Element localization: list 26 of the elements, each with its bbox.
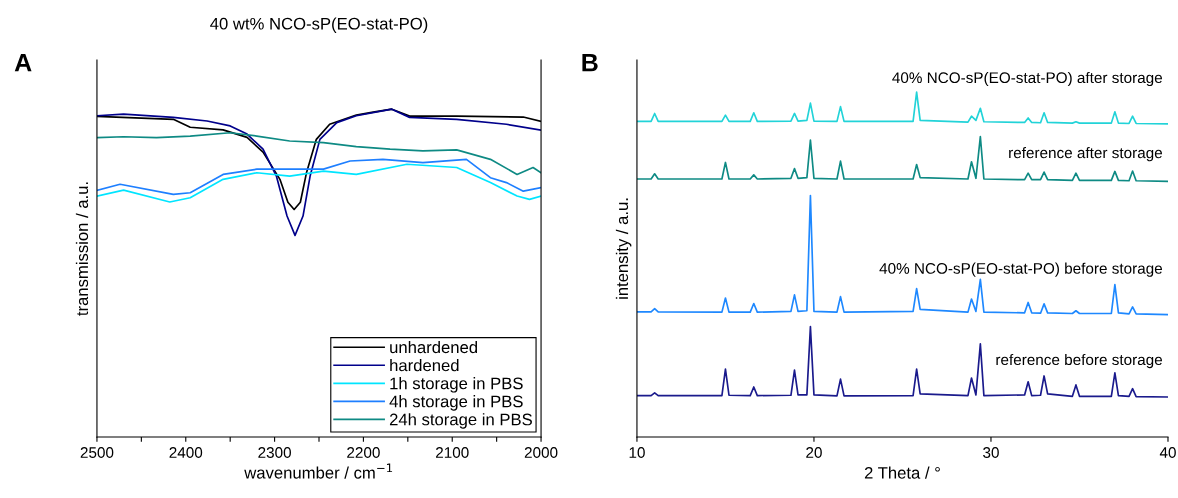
legend-label: 24h storage in PBS bbox=[389, 413, 532, 429]
legend-label: 1h storage in PBS bbox=[390, 377, 523, 393]
y-axis-title: intensity / a.u. bbox=[615, 198, 632, 299]
x-tick-label: 20 bbox=[806, 447, 822, 458]
legend-label: unhardened bbox=[390, 340, 478, 354]
text: 40% NCO-sP(EO-stat-PO) before storage bbox=[879, 262, 1163, 277]
x-tick-label: 10 bbox=[629, 447, 645, 458]
x-tick-label: 2400 bbox=[169, 447, 203, 458]
x-tick-label: 2100 bbox=[436, 447, 469, 458]
series-label: reference after storage bbox=[1009, 147, 1163, 162]
series-label: reference before storage bbox=[996, 353, 1163, 369]
x-tick-label: 30 bbox=[983, 447, 999, 458]
x-tick-label: 2300 bbox=[258, 447, 291, 458]
x-tick-label: 2500 bbox=[80, 447, 114, 458]
x-axis-title: wavenumber / cm$^{−1}$ bbox=[244, 463, 393, 479]
text: A bbox=[14, 54, 32, 72]
series-label: 40% NCO-sP(EO-stat-PO) after storage bbox=[892, 71, 1163, 87]
chart-title: 40 wt% NCO-sP(EO-stat-PO) bbox=[210, 17, 428, 33]
x-tick-label: 40 bbox=[1159, 447, 1176, 458]
legend-label: 4h storage in PBS bbox=[389, 395, 523, 411]
x-axis-title: 2 Theta / ° bbox=[864, 466, 940, 479]
x-tick-label: 2200 bbox=[347, 447, 380, 458]
text: B bbox=[582, 54, 598, 72]
x-tick-label: 2000 bbox=[524, 447, 558, 458]
legend-label: hardened bbox=[390, 359, 459, 372]
y-axis-title: transmission / a.u. bbox=[75, 182, 89, 316]
